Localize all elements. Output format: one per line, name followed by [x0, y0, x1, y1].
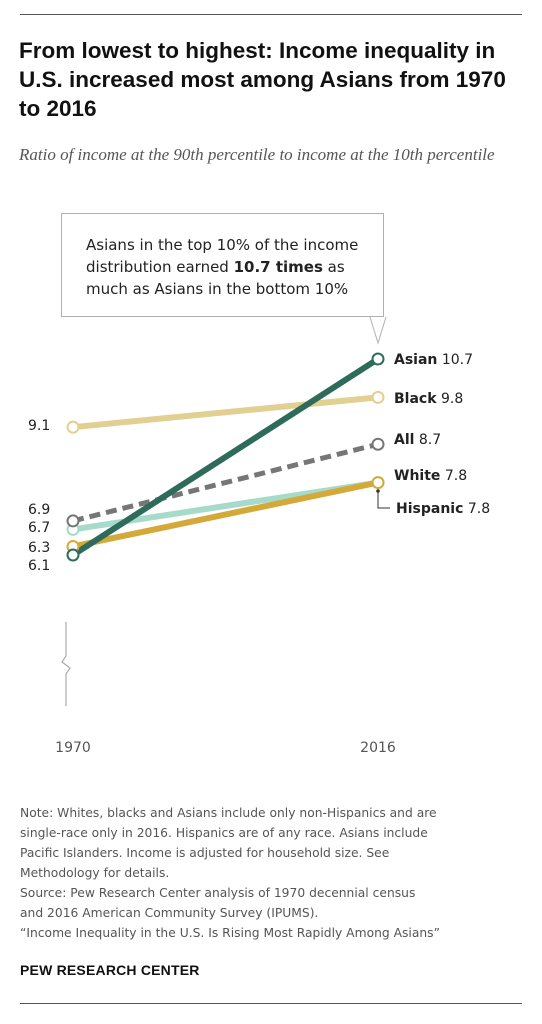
end-label-white: White 7.8: [394, 468, 467, 484]
series-line-all: [72, 441, 379, 524]
start-value-label: 9.1: [28, 418, 50, 434]
hispanic-leader-line: [377, 491, 390, 509]
top-rule: [20, 14, 522, 15]
chart-subtitle: Ratio of income at the 90th percentile t…: [19, 145, 495, 164]
source-note: Note: Whites, blacks and Asians include …: [20, 803, 520, 943]
note-line: single-race only in 2016. Hispanics are …: [20, 826, 428, 840]
end-value-label: 7.8: [440, 468, 467, 484]
point-asian-1970: [66, 548, 80, 562]
start-value-label: 6.7: [28, 520, 50, 536]
series-name-label: Hispanic: [396, 501, 463, 517]
end-label-hispanic: Hispanic 7.8: [396, 501, 490, 517]
end-label-all: All 8.7: [394, 432, 441, 448]
annotation-callout: Asians in the top 10% of the income dist…: [61, 213, 384, 317]
note-line: Note: Whites, blacks and Asians include …: [20, 806, 437, 820]
series-name-label: Black: [394, 391, 437, 407]
callout-text-bold: 10.7 times: [233, 258, 323, 276]
note-line: Methodology for details.: [20, 866, 170, 880]
end-value-label: 10.7: [437, 352, 473, 368]
bottom-rule: [20, 1003, 522, 1004]
axis-break-mark: [61, 622, 71, 706]
x-tick-label-1970: 1970: [55, 740, 91, 756]
end-label-asian: Asian 10.7: [394, 352, 473, 368]
point-all-2016: [371, 437, 385, 451]
axis-break-line: [61, 622, 71, 706]
callout-text-before: Asians in the top 10% of the income dist…: [86, 236, 359, 276]
callout-pointer: [369, 316, 387, 345]
note-line: and 2016 American Community Survey (IPUM…: [20, 906, 319, 920]
series-name-label: All: [394, 432, 414, 448]
series-name-label: Asian: [394, 352, 437, 368]
note-line: Source: Pew Research Center analysis of …: [20, 886, 416, 900]
end-value-label: 9.8: [437, 391, 464, 407]
chart-title: From lowest to highest: Income inequalit…: [19, 38, 506, 121]
x-tick-label-2016: 2016: [360, 740, 396, 756]
end-value-label: 7.8: [463, 501, 490, 517]
start-value-label: 6.3: [28, 540, 50, 556]
end-value-label: 8.7: [414, 432, 441, 448]
note-line: “Income Inequality in the U.S. Is Rising…: [20, 926, 440, 940]
start-value-label: 6.1: [28, 558, 50, 574]
series-line-asian: [71, 356, 380, 558]
series-line-black: [72, 394, 379, 431]
note-line: Pacific Islanders. Income is adjusted fo…: [20, 846, 390, 860]
hispanic-leader-dot: [376, 489, 380, 493]
end-label-black: Black 9.8: [394, 391, 463, 407]
point-black-2016: [371, 390, 385, 404]
point-white-2016: [371, 476, 385, 490]
point-all-1970: [66, 514, 80, 528]
series-name-label: White: [394, 468, 440, 484]
pew-logo: PEW RESEARCH CENTER: [20, 962, 200, 978]
callout-text-after: as much as Asians in the bottom 10%: [86, 258, 349, 298]
point-asian-2016: [371, 352, 385, 366]
point-black-1970: [66, 420, 80, 434]
series-line-white: [72, 479, 379, 550]
start-value-label: 6.9: [28, 502, 50, 518]
